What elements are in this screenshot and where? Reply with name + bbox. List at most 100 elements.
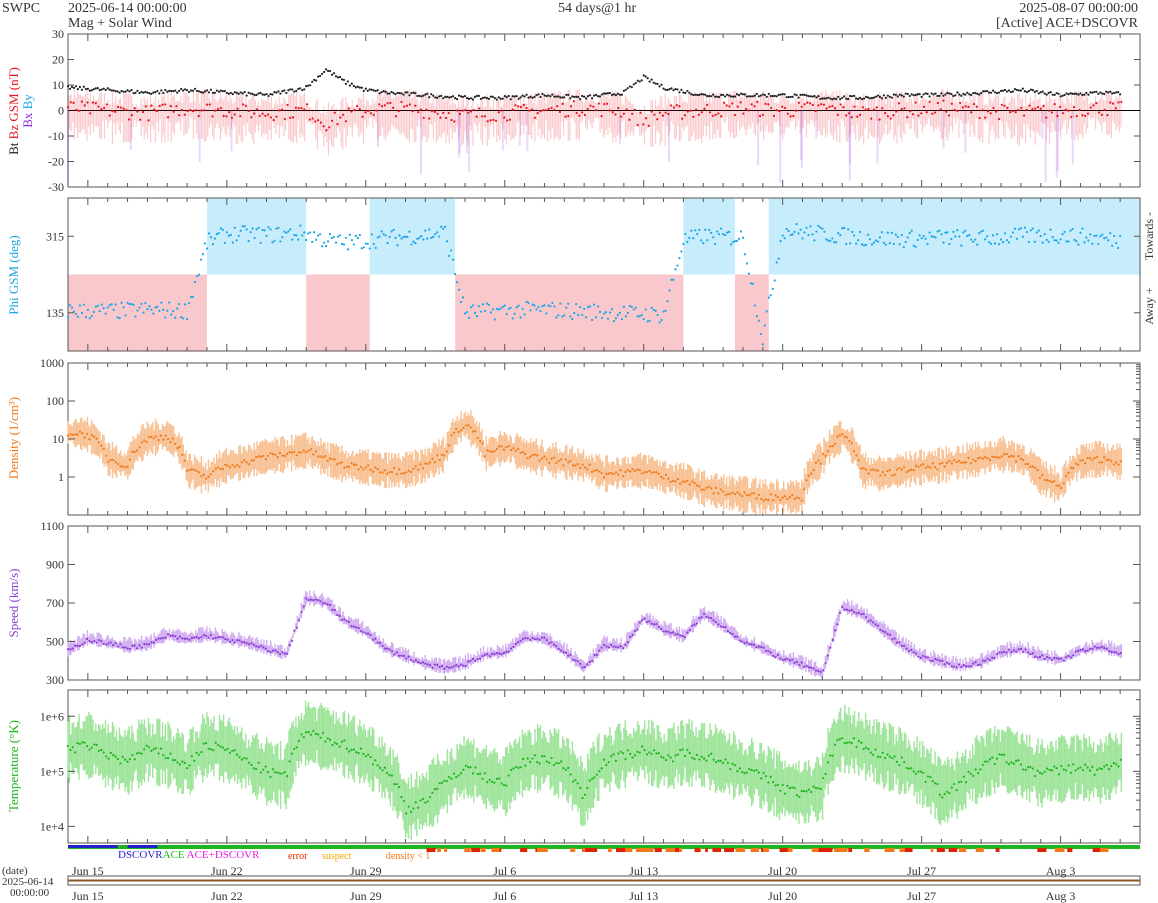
bt-point: [245, 94, 248, 97]
bz-point: [94, 102, 97, 105]
data-point: [352, 625, 355, 628]
data-point: [872, 621, 875, 624]
bz-point: [336, 123, 339, 126]
phi-point: [509, 306, 512, 309]
data-point: [479, 439, 482, 443]
phi-point: [154, 306, 157, 309]
data-point: [569, 459, 572, 462]
data-point: [338, 614, 341, 617]
bz-point: [931, 112, 934, 115]
bt-point: [878, 95, 882, 98]
bt-point: [412, 91, 415, 94]
bt-point: [172, 90, 175, 93]
data-point: [390, 650, 394, 653]
data-point: [212, 470, 215, 473]
phi-point: [104, 312, 107, 315]
data-point: [202, 473, 205, 476]
phi-point: [277, 226, 280, 229]
data-point: [807, 474, 810, 477]
bt-point: [551, 93, 554, 96]
data-point: [195, 469, 198, 473]
bz-point: [155, 109, 159, 113]
phi-point: [563, 314, 566, 317]
bt-point: [309, 84, 312, 87]
bz-point: [100, 107, 103, 111]
phi-point: [896, 235, 899, 238]
data-point: [269, 650, 272, 654]
bz-point: [492, 118, 495, 122]
data-point: [769, 493, 772, 496]
data-point: [650, 622, 653, 625]
data-point: [93, 639, 96, 643]
phi-point: [648, 319, 651, 322]
bt-point: [1097, 92, 1100, 95]
phi-point: [660, 318, 663, 322]
bt-point: [712, 93, 715, 96]
bz-point: [364, 111, 367, 114]
data-point: [143, 439, 146, 442]
data-point: [259, 455, 263, 458]
bt-point: [1015, 88, 1019, 92]
data-point: [671, 479, 675, 483]
data-point: [255, 645, 258, 648]
bt-point: [602, 92, 606, 95]
phi-point: [386, 241, 389, 245]
data-point: [607, 472, 610, 475]
bt-point: [448, 96, 451, 99]
data-point: [829, 646, 832, 649]
phi-point: [537, 305, 540, 308]
data-point: [409, 470, 413, 474]
phi-point: [928, 231, 931, 234]
bz-point: [625, 108, 628, 111]
bt-point: [221, 90, 224, 93]
phi-point: [630, 305, 633, 308]
bt-point: [1099, 91, 1102, 94]
bt-point: [561, 96, 564, 99]
bt-point: [124, 90, 127, 93]
bz-point: [358, 108, 361, 111]
data-point: [736, 635, 739, 638]
phi-point: [448, 254, 451, 258]
bt-point: [162, 91, 165, 95]
bt-point: [78, 85, 82, 89]
data-point: [93, 435, 96, 438]
data-point: [774, 494, 777, 497]
data-point: [1107, 458, 1111, 461]
data-point: [386, 647, 389, 650]
bz-point: [747, 109, 751, 112]
phi-point: [904, 240, 907, 244]
bz-point: [1039, 107, 1042, 110]
data-point: [1081, 459, 1084, 462]
bz-point: [589, 104, 592, 107]
data-point: [357, 468, 360, 471]
phi-point: [1059, 238, 1062, 241]
bz-point: [714, 113, 717, 116]
data-point: [155, 435, 158, 438]
bt-point: [722, 93, 725, 96]
y-tick-label: 10: [52, 432, 64, 446]
data-point: [176, 637, 179, 640]
data-point: [738, 639, 741, 642]
data-point: [626, 641, 629, 644]
phi-point: [94, 305, 97, 308]
bt-point: [324, 68, 328, 71]
bt-point: [444, 95, 447, 98]
data-point: [1005, 452, 1008, 456]
phi-point: [690, 229, 693, 232]
bz-point: [397, 110, 400, 113]
data-point: [576, 462, 579, 466]
data-point: [445, 450, 448, 453]
bt-point: [295, 89, 298, 92]
data-point: [428, 461, 432, 464]
phi-point: [418, 236, 421, 239]
data-point: [85, 432, 89, 435]
data-point: [459, 663, 463, 666]
bt-point: [688, 91, 691, 94]
bz-point: [294, 106, 297, 109]
bz-point: [1117, 101, 1120, 104]
phi-point: [388, 235, 391, 238]
phi-point: [837, 232, 840, 235]
phi-point: [132, 303, 135, 307]
data-point: [436, 454, 439, 457]
phi-point: [946, 231, 949, 234]
